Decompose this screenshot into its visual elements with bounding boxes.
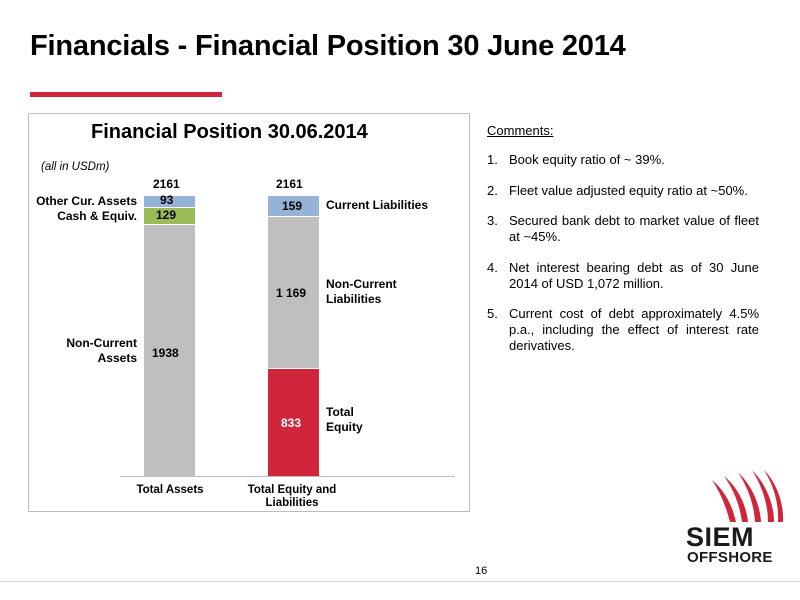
label-total-equity-line1: Total: [326, 405, 354, 419]
label-non-current-assets-line2: Assets: [97, 351, 137, 365]
comment-number: 3.: [487, 213, 498, 228]
comment-item: 4. Net interest bearing debt as of 30 Jun…: [487, 260, 759, 292]
x-axis-line: [120, 476, 455, 477]
comment-text: Net interest bearing debt as of 30 June …: [509, 259, 759, 291]
comments-heading: Comments:: [487, 123, 554, 138]
value-label-non-current-liabilities: 1 169: [276, 286, 307, 300]
label-non-current-liabilities-line2: Liabilities: [326, 292, 382, 306]
bar-segment-current-liabilities: [268, 195, 319, 216]
footer-rule: [0, 581, 800, 582]
category-label-liabilities-line1: Total Equity and: [247, 484, 337, 496]
comment-number: 4.: [487, 259, 498, 275]
comment-item: 5. Current cost of debt approximately 4.5…: [487, 306, 759, 354]
bar-segment-other-cur-assets: [144, 195, 195, 208]
comment-item: 1. Book equity ratio of ~ 39%.: [487, 152, 759, 168]
comment-number: 2.: [487, 182, 498, 198]
label-current-liabilities: Current Liabilities: [326, 198, 429, 212]
page-title: Financials - Financial Position 30 June …: [30, 30, 626, 62]
comment-text: Current cost of debt approximately 4.5% …: [509, 306, 759, 353]
category-label-liabilities-line2: Liabilities: [265, 497, 319, 509]
siem-sail-icon: [712, 470, 784, 522]
label-other-cur-assets: Other Cur. Assets: [36, 194, 137, 208]
bar-segment-cash-equiv: [144, 207, 195, 225]
value-label-non-current-assets: 1938: [152, 346, 179, 360]
value-label-current-liabilities: 159: [282, 199, 303, 213]
logo-text-offshore: OFFSHORE: [687, 549, 773, 566]
comment-item: 3. Secured bank debt to market value of f…: [487, 213, 759, 245]
comment-number: 1.: [487, 152, 498, 167]
label-total-equity-line2: Equity: [326, 420, 363, 434]
bar-segment-total-equity: [268, 367, 319, 476]
bar-segment-non-current-liabilities: [268, 215, 319, 368]
comments-list: 1. Book equity ratio of ~ 39%. 2. Fleet va…: [487, 152, 759, 369]
comment-item: 2. Fleet value adjusted equity ratio at ~…: [487, 183, 759, 199]
page-number: 16: [475, 565, 488, 577]
total-label-liabilities: 2161: [276, 177, 303, 191]
title-underline: [30, 92, 222, 97]
comment-number: 5.: [487, 306, 498, 321]
value-label-total-equity: 833: [281, 416, 302, 430]
label-non-current-liabilities-line1: Non-Current: [326, 277, 397, 291]
total-label-assets: 2161: [153, 177, 180, 191]
value-label-cash-equiv: 129: [156, 208, 177, 222]
bar-segment-non-current-assets: [144, 224, 195, 476]
logo-text-siem: SIEM: [686, 522, 755, 552]
chart-title: Financial Position 30.06.2014: [91, 121, 368, 143]
comment-text: Secured bank debt to market value of fle…: [509, 213, 759, 244]
comment-text: Fleet value adjusted equity ratio at ~50…: [509, 182, 748, 198]
comment-text: Book equity ratio of ~ 39%.: [509, 152, 665, 167]
label-cash-equiv: Cash & Equiv.: [57, 209, 137, 223]
units-note: (all in USDm): [41, 161, 110, 173]
value-label-other-cur-assets: 93: [160, 193, 174, 207]
label-non-current-assets-line1: Non-Current: [66, 336, 137, 350]
category-label-assets: Total Assets: [136, 484, 204, 496]
chart-panel: [28, 113, 470, 512]
